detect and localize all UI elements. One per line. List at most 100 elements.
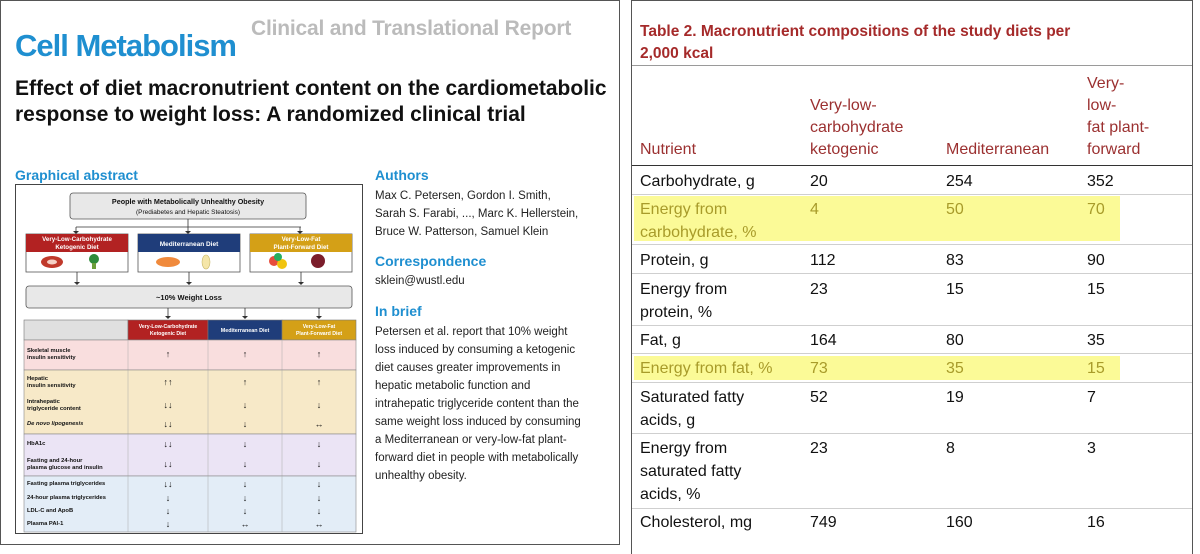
outcome-label: HbA1c (27, 441, 46, 447)
outcome-column-header (127, 319, 209, 341)
keto-cell: 749 (810, 514, 837, 531)
outcome-arrow-value: ↓ (243, 506, 248, 516)
caption-rule (632, 65, 1192, 66)
column-header-line: fat plant- (1087, 119, 1150, 136)
outcome-arrow-value: ↔ (315, 419, 324, 429)
graphical-abstract-figure: People with Metabolically Unhealthy Obes… (23, 192, 357, 533)
outcome-arrow-value: ↓↓ (164, 479, 173, 489)
diet-name: Ketogenic Diet (55, 244, 98, 251)
outcome-column-label: Ketogenic Diet (150, 331, 187, 337)
outcome-arrow-value: ↓ (317, 493, 322, 503)
outcome-arrow-value: ↓↓ (164, 439, 173, 449)
outcome-arrow-value: ↓ (243, 400, 248, 410)
outcome-arrow-value: ↓ (317, 400, 322, 410)
graphical-abstract: People with Metabolically Unhealthy Obes… (15, 184, 363, 534)
outcome-arrow-value: ↑↑ (164, 377, 173, 387)
column-header-nutrient: Nutrient (640, 139, 696, 161)
outcome-label: plasma glucose and insulin (27, 465, 103, 471)
in-brief-line: Petersen et al. report that 10% weight (375, 326, 568, 338)
highlight-band (634, 356, 1120, 380)
keto-cell: 112 (810, 252, 836, 269)
outcome-arrow-value: ↔ (241, 519, 250, 529)
mediterranean-cell: 19 (946, 389, 964, 406)
outcome-label: insulin sensitivity (27, 383, 76, 389)
outcome-arrow-value: ↓ (317, 506, 322, 516)
column-header-line: forward (1087, 141, 1141, 158)
row-divider (632, 433, 1192, 434)
outcome-label: insulin sensitivity (27, 355, 76, 361)
diet-name: Very-Low-Fat (282, 236, 321, 243)
outcome-arrow-value: ↓ (166, 493, 171, 503)
row-divider (632, 382, 1192, 383)
diet-header (250, 234, 352, 252)
beans-icon (311, 254, 325, 268)
outcome-column-label: Very-Low-Fat (303, 324, 336, 330)
column-header-line: carbohydrate (810, 119, 904, 136)
mediterranean-cell: 8 (946, 440, 955, 457)
olive-oil-icon (201, 254, 211, 270)
paper-title: Effect of diet macronutrient content on … (15, 77, 607, 126)
in-brief-line: diet causes greater improvements in (375, 362, 561, 374)
outcome-group (23, 433, 357, 477)
authors-line: Max C. Petersen, Gordon I. Smith, (375, 190, 551, 202)
row-divider (632, 325, 1192, 326)
column-header-very-low-fat: Very- low- fat plant- forward (1087, 73, 1149, 161)
mediterranean-cell: 35 (946, 360, 964, 377)
arrow-head (73, 231, 79, 234)
outcome-label: Fasting plasma triglycerides (27, 481, 105, 487)
column-header-line: ketogenic (810, 141, 879, 158)
very-low-fat-cell: 16 (1087, 514, 1105, 531)
mediterranean-cell: 254 (946, 173, 973, 190)
keto-cell: 164 (810, 332, 837, 349)
column-header-ketogenic: Very-low- carbohydrate ketogenic (810, 95, 903, 161)
outcome-column-header (281, 319, 357, 341)
arrow-head (74, 282, 80, 285)
salmon-icon (156, 257, 180, 267)
keto-cell: 52 (810, 389, 828, 406)
paper-abstract-page: Cell Metabolism Clinical and Translation… (0, 0, 620, 545)
outcome-label: Skeletal muscle (27, 348, 71, 354)
in-brief-line: forward diet in people with metabolicall… (375, 452, 579, 464)
report-type: Clinical and Translational Report (251, 17, 572, 40)
row-divider (632, 353, 1192, 354)
outcome-arrow-value: ↓↓ (164, 459, 173, 469)
vegetables-icon (277, 259, 287, 269)
outcome-group (23, 339, 357, 371)
outcome-label: triglyceride content (27, 406, 81, 412)
column-header-line: low- (1087, 97, 1117, 114)
outcome-arrow-value: ↓ (166, 506, 171, 516)
nutrient-cell: Energy from saturated fatty acids, % (640, 440, 742, 503)
outcome-arrow-value: ↑ (317, 377, 322, 387)
outcome-label: Intrahepatic (27, 399, 61, 405)
outcome-column-label: Plant-Forward Diet (296, 331, 342, 337)
authors-line: Bruce W. Patterson, Samuel Klein (375, 226, 549, 238)
in-brief-line: intrahepatic triglyceride content than t… (375, 398, 579, 410)
row-divider (632, 244, 1192, 245)
broccoli-icon (92, 263, 96, 269)
outcome-arrow-value: ↓ (243, 459, 248, 469)
column-header-line: Very-low- (810, 97, 877, 114)
keto-cell: 4 (810, 201, 819, 218)
outcome-arrow-value: ↓ (243, 439, 248, 449)
header-rule (632, 165, 1192, 166)
correspondence-email[interactable]: sklein@wustl.edu (375, 275, 465, 287)
outcome-arrow-value: ↓↓ (164, 400, 173, 410)
nutrient-cell: Carbohydrate, g (640, 173, 755, 190)
column-header-line: Mediterranean (946, 141, 1050, 158)
nutrient-cell: Protein, g (640, 252, 709, 269)
outcome-label: LDL-C and ApoB (27, 508, 73, 514)
table-caption: Table 2. Macronutrient compositions of t… (640, 21, 1180, 65)
mediterranean-cell: 80 (946, 332, 964, 349)
nutrient-cell: Saturated fatty acids, g (640, 389, 745, 429)
column-header-line: Very- (1087, 75, 1125, 92)
outcome-arrow-value: ↓ (317, 439, 322, 449)
outcome-label: Plasma PAI-1 (27, 521, 64, 527)
authors-heading: Authors (375, 167, 429, 183)
arrow-head (242, 316, 248, 319)
arrow-head (186, 282, 192, 285)
vegetables-icon (274, 253, 282, 261)
nutrient-cell: Energy from fat, % (640, 360, 773, 377)
outcome-arrow-value: ↓ (243, 493, 248, 503)
outcome-arrow-value: ↑ (243, 377, 248, 387)
outcome-arrow-value: ↓↓ (164, 419, 173, 429)
